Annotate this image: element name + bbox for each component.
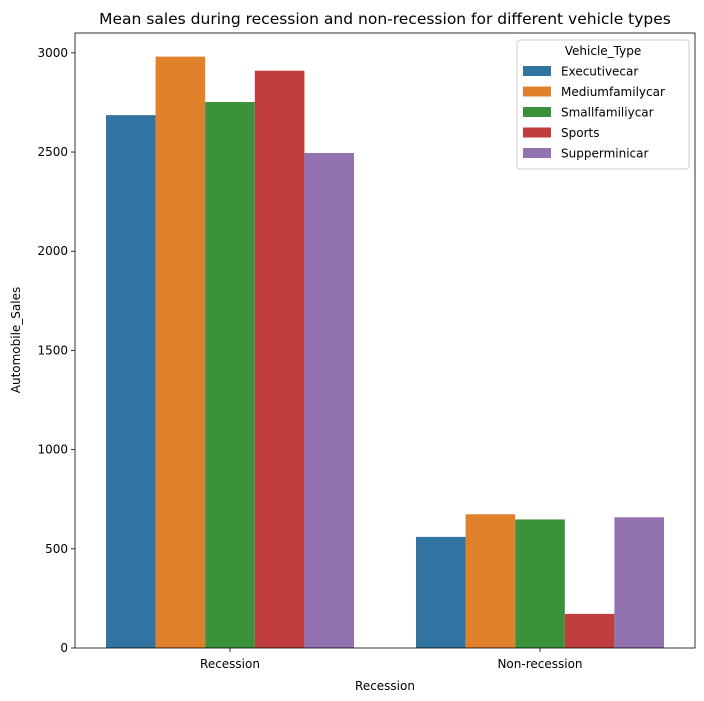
legend-frame [516, 39, 690, 170]
bar-mediumfamilycar-non-recession [465, 514, 516, 648]
x-tick-label: Recession [200, 657, 260, 671]
y-axis-label: Automobile_Sales [9, 287, 23, 394]
bar-executivecar-non-recession [416, 536, 466, 648]
plot-frame [74, 32, 696, 649]
y-tick-label: 500 [45, 542, 68, 556]
bar-sports-recession [254, 70, 305, 649]
legend-swatch [523, 127, 551, 138]
bar-sports-non-recession [564, 613, 615, 648]
legend-swatch [523, 107, 551, 117]
y-tick-label: 2500 [37, 145, 68, 159]
y-tick-label: 2000 [37, 244, 68, 258]
y-axis: 0 500 1000 1500 2000 2500 3000 [37, 46, 75, 655]
chart-title: Mean sales during recession and non-rece… [99, 10, 671, 28]
legend-entry: Mediumfamilycar [561, 85, 665, 99]
legend-entry: Smallfamiliycar [561, 106, 654, 120]
legend-swatch [523, 148, 551, 158]
y-tick-label: 1000 [37, 443, 68, 457]
bar-mediumfamilycar-recession [155, 56, 206, 649]
x-axis: Recession Non-recession [200, 648, 583, 671]
x-tick-label: Non-recession [497, 657, 582, 671]
y-tick-label: 0 [60, 641, 68, 655]
legend-entry: Sports [561, 126, 599, 140]
bar-supperminicar-recession [304, 153, 354, 648]
legend-title: Vehicle_Type [565, 44, 641, 58]
bar-smallfamiliycar-non-recession [515, 519, 565, 648]
x-axis-label: Recession [355, 679, 415, 693]
legend-swatch [523, 66, 551, 76]
y-tick-label: 3000 [37, 46, 68, 60]
bars-group [106, 56, 664, 649]
y-tick-label: 1500 [37, 343, 68, 357]
bar-supperminicar-non-recession [614, 517, 664, 648]
legend-entry: Supperminicar [561, 147, 648, 161]
bar-smallfamiliycar-recession [205, 102, 255, 649]
legend: Vehicle_Type Executivecar Mediumfamilycar S… [516, 39, 690, 170]
legend-swatch [523, 86, 551, 97]
legend-entry: Executivecar [561, 65, 638, 79]
bar-executivecar-recession [106, 115, 156, 648]
